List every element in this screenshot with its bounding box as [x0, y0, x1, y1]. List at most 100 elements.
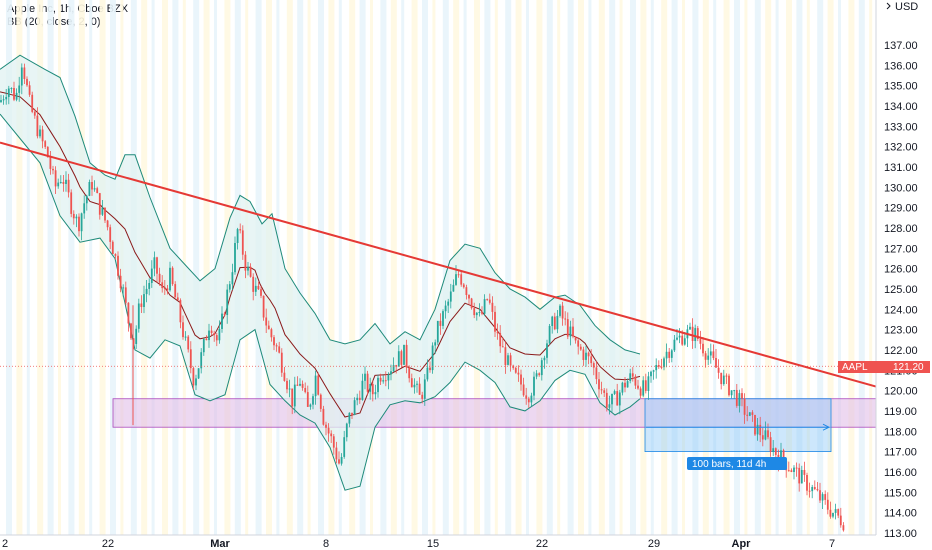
candle-body	[257, 285, 260, 290]
candle-body	[195, 378, 197, 386]
session-stripe	[359, 0, 366, 535]
indicator-label[interactable]: BB (20, close, 2, 0)	[7, 16, 101, 28]
time-tick-label: 7	[829, 538, 835, 550]
candle-body	[429, 367, 431, 371]
session-stripe	[328, 0, 335, 535]
drawing-layer	[112, 398, 877, 453]
candle-body	[23, 67, 26, 79]
candle-body	[754, 415, 756, 435]
candle-body	[772, 448, 775, 452]
candle-body	[104, 207, 106, 221]
candle-body	[824, 494, 827, 500]
candle-body	[488, 299, 491, 303]
candle-body	[57, 182, 60, 187]
time-scale[interactable]: 2 22 Mar 8 15 22 29 Apr 7	[2, 538, 835, 550]
candle-body	[452, 284, 455, 292]
session-stripe	[110, 0, 116, 535]
candle-body	[637, 385, 639, 389]
session-stripe	[401, 0, 405, 535]
candle-body	[413, 384, 416, 388]
candle-body	[28, 85, 31, 95]
candle-body	[702, 343, 704, 354]
price-tick-label: 125.00	[884, 284, 918, 296]
candle-body	[652, 370, 655, 372]
candle-body	[761, 435, 764, 440]
candle-body	[202, 338, 205, 353]
candle-body	[538, 373, 541, 376]
candle-body	[720, 372, 723, 385]
candle-body	[361, 380, 364, 400]
candle-body	[468, 295, 470, 299]
price-tick-label: 129.00	[884, 203, 918, 215]
time-tick-label: 2	[2, 538, 8, 550]
candle-body	[494, 311, 496, 332]
session-stripe	[838, 0, 841, 535]
session-stripe	[640, 0, 647, 535]
candle-body	[504, 347, 507, 365]
candle-body	[132, 338, 135, 344]
candle-body	[106, 220, 109, 228]
candle-body	[462, 284, 465, 288]
last-price-label: AAPL 121.20	[838, 361, 930, 373]
candle-body	[696, 328, 699, 339]
price-tick-label: 127.00	[884, 243, 918, 255]
candle-body	[153, 257, 156, 269]
candle-body	[322, 408, 325, 425]
candle-body	[655, 365, 658, 371]
candle-body	[491, 302, 494, 312]
candle-body	[486, 299, 489, 301]
candle-body	[621, 382, 624, 393]
session-stripe	[307, 0, 311, 535]
candle-body	[426, 367, 429, 380]
candle-body	[598, 379, 600, 390]
measure-arrow-head	[822, 423, 831, 431]
candle-body	[663, 358, 665, 368]
candle-body	[351, 412, 353, 415]
candle-body	[832, 512, 834, 517]
candle-body	[46, 146, 49, 158]
session-stripe	[193, 0, 200, 535]
price-scale[interactable]: 137.00 136.00 135.00 134.00 133.00 132.00 131.…	[884, 40, 918, 540]
session-stripe	[546, 0, 553, 535]
candle-body	[408, 367, 411, 379]
candle-body	[218, 329, 221, 341]
session-stripe	[16, 0, 23, 535]
candle-body	[163, 288, 166, 289]
candle-body	[228, 284, 231, 290]
candle-body	[247, 266, 249, 271]
candle-body	[213, 333, 216, 336]
candle-body	[798, 467, 801, 484]
session-stripe	[6, 0, 12, 535]
upper-band-line	[0, 54, 641, 355]
price-tick-label: 131.00	[884, 162, 918, 174]
time-tick-label: 22	[536, 538, 548, 550]
candle-body	[299, 383, 301, 386]
candle-body	[62, 182, 65, 184]
session-stripe	[557, 0, 561, 535]
candle-body	[572, 326, 574, 337]
candle-body	[806, 475, 808, 491]
candle-body	[496, 331, 499, 334]
candle-body	[691, 326, 694, 341]
candle-body	[127, 302, 130, 324]
price-tick-label: 115.00	[884, 487, 917, 499]
session-stripe	[661, 0, 668, 535]
candle-body	[460, 274, 463, 285]
candle-body	[626, 381, 629, 388]
candle-body	[114, 254, 117, 256]
session-stripe	[78, 0, 85, 535]
candle-body	[39, 129, 41, 137]
time-tick-label: 22	[102, 538, 114, 550]
candle-body	[267, 325, 270, 330]
session-stripe	[765, 0, 772, 535]
session-stripe	[754, 0, 761, 535]
candle-body	[78, 216, 80, 232]
candle-body	[327, 427, 330, 434]
session-stripe	[796, 0, 803, 535]
candle-body	[699, 339, 702, 344]
candle-body	[384, 380, 387, 382]
currency-label[interactable]: USD	[884, 0, 924, 14]
candle-body	[296, 384, 299, 386]
candle-body	[423, 379, 426, 399]
